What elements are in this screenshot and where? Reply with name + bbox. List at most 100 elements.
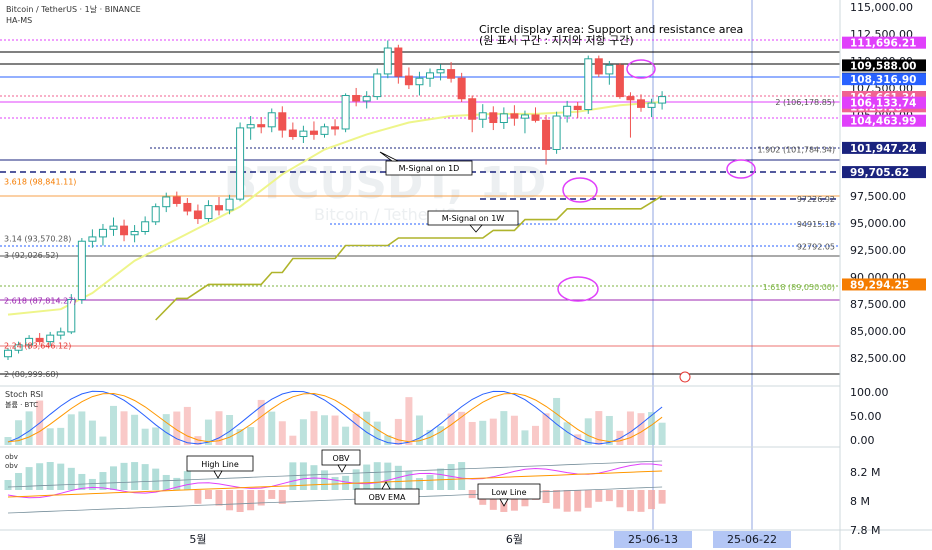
volume-bar [183, 406, 191, 445]
obv-hist-bar [363, 464, 371, 490]
obv-hist-bar [352, 469, 360, 490]
candle-body [320, 126, 329, 135]
obv-hist-bar [415, 478, 423, 490]
support-circle-right [726, 159, 756, 179]
volume-bar [521, 430, 529, 445]
fib-level-label: 3.618 (98,841.11) [4, 177, 76, 186]
price-badge [842, 59, 926, 72]
price-badge-label: 109,588.00 [850, 60, 916, 72]
date-highlight [614, 531, 692, 548]
obv-hist-bar [584, 490, 592, 508]
obv-hist-bar [563, 490, 571, 512]
volume-bar [67, 414, 75, 445]
annotation-line1: Circle display area: Support and resista… [479, 23, 743, 36]
stoch-label: Stoch RSI [5, 390, 43, 399]
obv-hist-bar [510, 490, 518, 511]
candle-body [162, 196, 171, 208]
chart-title: Bitcoin / TetherUS · 1날 · BINANCE [6, 4, 141, 14]
obv-ema-line [7, 470, 663, 498]
volume-bar [542, 413, 550, 445]
obv-hist-bar [605, 490, 613, 502]
volume-bar [331, 415, 339, 445]
svg-text:OBV EMA: OBV EMA [369, 493, 407, 502]
indicator-name: HA-MS [6, 16, 32, 25]
price-tick-label: 95,000.00 [850, 217, 906, 230]
volume-bar [553, 397, 561, 445]
obv-hist-bar [658, 490, 666, 504]
candle-body [4, 349, 12, 358]
price-badge-label: 108,316.90 [850, 74, 916, 86]
volume-bar [88, 420, 96, 445]
volume-bar [510, 415, 518, 445]
candle-body [383, 47, 392, 75]
callout-msignal-1d: M-Signal on 1D [379, 151, 473, 176]
obv-hist-bar [342, 475, 350, 490]
obv-label-2: obv [5, 462, 18, 470]
volume-bar [247, 427, 255, 445]
volume-bar [637, 413, 645, 445]
volume-bar [563, 422, 571, 445]
price-badge-label: 89,294.25 [850, 279, 909, 291]
volume-bar [236, 429, 244, 445]
volume-bar [648, 412, 656, 445]
obv-hist-bar [299, 462, 307, 490]
volume-bar [447, 413, 455, 445]
obv-hist-bar [110, 466, 117, 490]
candle-body [14, 344, 23, 351]
price-badge [842, 114, 926, 127]
candle-body [499, 113, 508, 123]
fib-level-label: 2.618 (87,814.27) [4, 296, 76, 305]
candle-body [542, 119, 551, 150]
obv-hist-bar [57, 463, 65, 490]
volume-label: 볼륨 · BTC [5, 400, 38, 409]
volume-bar [215, 411, 223, 445]
flag-icon[interactable] [679, 371, 691, 383]
candle-body [394, 47, 403, 77]
obv-hist-bar [489, 490, 497, 510]
candle-body [594, 58, 603, 75]
candle-body [204, 205, 213, 220]
volume-bar [321, 415, 328, 445]
obv-hist-bar [553, 490, 561, 509]
candle-body [130, 231, 139, 236]
obv-hist-bar [426, 474, 434, 490]
obv-hist-bar [46, 462, 54, 490]
volume-bar [268, 411, 276, 445]
volume-bar [289, 435, 297, 445]
svg-text:OBV: OBV [332, 454, 350, 463]
obv-hist-bar [574, 490, 582, 512]
candle-body [531, 114, 540, 121]
volume-bar [162, 414, 170, 445]
price-badge-label: 111,696.21 [850, 38, 916, 50]
watermark-symbol: BTCUSDT, 1D [224, 158, 547, 209]
volume-bar [342, 426, 350, 445]
candle-body [172, 196, 181, 204]
volume-bar [458, 411, 466, 445]
svg-text:Low Line: Low Line [492, 488, 527, 497]
volume-bar [15, 420, 23, 445]
obv-hist-bar [373, 462, 381, 490]
fib-level-label: 2 (106,178.85) [775, 98, 835, 107]
msignal-1w-line [155, 195, 663, 321]
price-tick-label: 97,500.00 [850, 190, 906, 203]
callout-low-line: Low Line [477, 483, 541, 507]
volume-bar [46, 428, 54, 445]
obv-hist-bar [88, 478, 96, 490]
price-tick-label: 85,000.00 [850, 325, 906, 338]
obv-hist-bar [595, 490, 603, 502]
price-badge [842, 73, 926, 86]
candle-body [225, 198, 234, 211]
volume-bar [500, 411, 508, 445]
volume-bar [626, 411, 634, 445]
candle-body [331, 126, 340, 130]
obv-hist-bar [626, 490, 634, 512]
obv-tick-label: 7.8 M [850, 524, 880, 537]
volume-bar [110, 405, 117, 445]
obv-hist-bar [458, 462, 466, 490]
candle-body [468, 98, 477, 120]
price-badge-label: 101,947.24 [850, 143, 916, 155]
obv-hist-bar [131, 462, 139, 490]
candle-body [88, 236, 97, 242]
obv-hist-bar [78, 473, 86, 490]
